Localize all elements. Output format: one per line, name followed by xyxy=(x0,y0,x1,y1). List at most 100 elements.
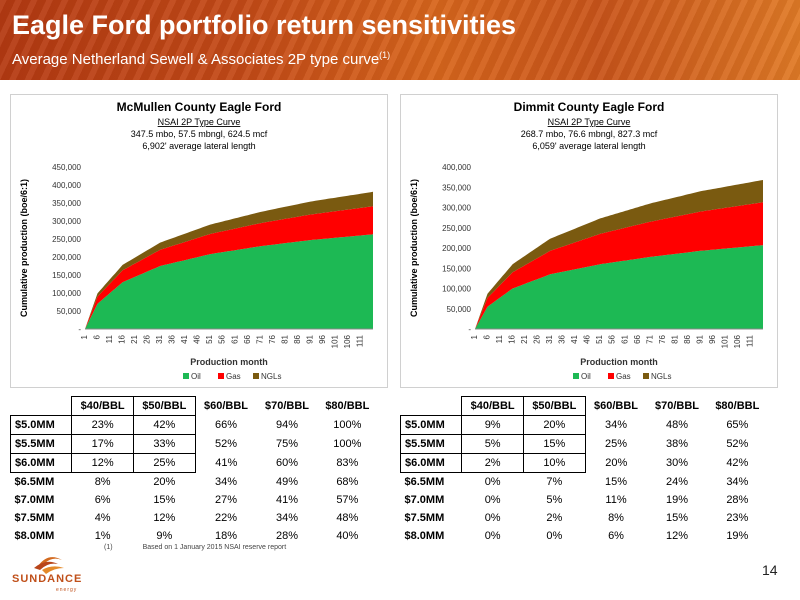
y-tick-label: 100,000 xyxy=(52,289,81,298)
irr-cell: 60% xyxy=(276,457,299,469)
x-tick-label: 36 xyxy=(558,334,567,343)
y-tick-label: 200,000 xyxy=(442,244,471,253)
table-row: $6.5MM 8% 20% 34% 49% 68% xyxy=(11,473,378,492)
irr-cell: 18% xyxy=(215,530,238,542)
y-tick-label: 250,000 xyxy=(442,224,471,233)
title-banner: Eagle Ford portfolio return sensitivitie… xyxy=(0,0,800,80)
irr-cell: 75% xyxy=(276,438,299,450)
x-tick-label: 51 xyxy=(595,334,604,343)
x-tick-label: 96 xyxy=(318,334,327,343)
irr-cell: 34% xyxy=(605,419,628,431)
irr-cell: 4% xyxy=(94,512,111,524)
capex-row-label: $7.0MM xyxy=(14,494,55,506)
irr-cell: 0% xyxy=(484,476,501,488)
capex-row-label: $5.0MM xyxy=(399,415,463,435)
irr-cell: 48% xyxy=(336,512,359,524)
y-tick-label: 350,000 xyxy=(52,199,81,208)
irr-cell: 2% xyxy=(546,512,563,524)
x-tick-label: 76 xyxy=(268,334,277,343)
irr-cell: 10% xyxy=(522,453,586,473)
capex-row-label: $8.0MM xyxy=(404,530,445,542)
footnote-text: Based on 1 January 2015 NSAI reserve rep… xyxy=(142,544,287,551)
x-tick-label: 11 xyxy=(105,334,114,343)
y-tick-label: 450,000 xyxy=(52,163,81,172)
irr-cell: 24% xyxy=(666,475,689,488)
table-row: $6.0MM 12% 25% 41% 60% 83% xyxy=(9,453,378,473)
legend-swatch-oil xyxy=(183,373,189,379)
sundance-logo-mark: SUNDANCE energy xyxy=(12,557,82,593)
y-axis-label: Cumulative production (boe/6:1) xyxy=(409,179,419,317)
series-area-oil xyxy=(475,245,763,329)
irr-cell: 11% xyxy=(605,494,627,506)
header-corner-cell xyxy=(401,397,462,416)
x-tick-label: 16 xyxy=(508,334,517,343)
chart-subtitle-line: 268.7 mbo, 76.6 mbngl, 827.3 mcf xyxy=(521,129,658,139)
series-area-gas xyxy=(85,206,373,329)
x-tick-label: 16 xyxy=(118,334,127,343)
irr-cell: 34% xyxy=(726,475,749,488)
mcmullen-sensitivity-table: $40/BBL $50/BBL $60/BBL $70/BBL $80/BBL $5.0M… xyxy=(9,396,378,545)
irr-cell: 34% xyxy=(215,475,238,488)
x-tick-label: 1 xyxy=(470,334,479,339)
irr-cell: 15% xyxy=(605,475,628,488)
x-tick-label: 6 xyxy=(93,334,102,339)
x-tick-label: 86 xyxy=(293,334,302,343)
x-tick-label: 91 xyxy=(695,334,704,343)
y-tick-label: - xyxy=(468,325,471,334)
capex-row-label: $6.0MM xyxy=(9,453,73,473)
x-tick-label: 76 xyxy=(658,334,667,343)
table-row: $6.0MM 2% 10% 20% 30% 42% xyxy=(399,453,768,473)
x-tick-label: 106 xyxy=(343,334,352,348)
capex-row-label: $6.0MM xyxy=(399,453,463,473)
dimmit-sensitivity-table: $40/BBL $50/BBL $60/BBL $70/BBL $80/BBL $5.0M… xyxy=(399,396,768,545)
irr-cell: 28% xyxy=(276,530,299,542)
footnote: (1) Based on 1 January 2015 NSAI reserve … xyxy=(104,544,286,551)
table-row: $5.5MM 17% 33% 52% 75% 100% xyxy=(9,434,378,454)
irr-cell: 25% xyxy=(132,453,196,473)
svg-text:energy: energy xyxy=(56,587,77,593)
irr-cell: 34% xyxy=(276,512,299,524)
y-tick-label: 300,000 xyxy=(52,217,81,226)
irr-cell: 100% xyxy=(333,419,362,431)
table-row: $7.5MM 4% 12% 22% 34% 48% xyxy=(11,509,378,527)
irr-cell: 5% xyxy=(461,434,524,454)
x-tick-label: 61 xyxy=(230,334,239,343)
table-header-row: $40/BBL $50/BBL $60/BBL $70/BBL $80/BBL xyxy=(11,396,378,416)
irr-cell: 42% xyxy=(132,415,196,435)
y-tick-label: 100,000 xyxy=(442,285,471,294)
irr-cell: 66% xyxy=(215,419,238,431)
capex-row-label: $6.5MM xyxy=(14,476,55,488)
svg-text:SUNDANCE: SUNDANCE xyxy=(12,573,82,585)
irr-cell: 33% xyxy=(132,434,196,454)
irr-cell: 0% xyxy=(484,512,501,524)
irr-cell: 7% xyxy=(546,476,563,488)
irr-cell: 19% xyxy=(666,494,689,506)
irr-cell: 30% xyxy=(666,457,689,469)
capex-row-label: $7.5MM xyxy=(14,512,55,524)
legend-label-ngls: NGLs xyxy=(261,372,281,381)
capex-row-label: $5.5MM xyxy=(399,434,463,454)
irr-cell: 19% xyxy=(726,530,749,542)
x-tick-label: 101 xyxy=(330,334,339,348)
x-tick-label: 31 xyxy=(155,334,164,343)
capex-row-label: $5.0MM xyxy=(9,415,73,435)
y-tick-label: 300,000 xyxy=(442,204,471,213)
y-tick-label: 250,000 xyxy=(52,235,81,244)
x-tick-label: 81 xyxy=(670,334,679,343)
price-header-cell: $80/BBL xyxy=(715,400,760,412)
legend-swatch-gas xyxy=(218,373,224,379)
irr-cell: 6% xyxy=(94,494,111,506)
price-header-cell: $60/BBL xyxy=(204,400,249,412)
irr-cell: 8% xyxy=(608,512,624,524)
legend-swatch-oil xyxy=(573,373,579,379)
y-tick-label: 50,000 xyxy=(447,305,472,314)
irr-cell: 9% xyxy=(156,530,173,542)
chart-subtitle-line: 6,059' average lateral length xyxy=(532,141,645,151)
irr-cell: 9% xyxy=(461,415,524,435)
chart-subtitle-line: NSAI 2P Type Curve xyxy=(158,117,241,127)
x-tick-label: 41 xyxy=(180,334,189,343)
irr-cell: 94% xyxy=(276,419,299,431)
x-tick-label: 21 xyxy=(520,334,529,343)
y-tick-label: 150,000 xyxy=(52,271,81,280)
x-tick-label: 56 xyxy=(608,334,617,343)
